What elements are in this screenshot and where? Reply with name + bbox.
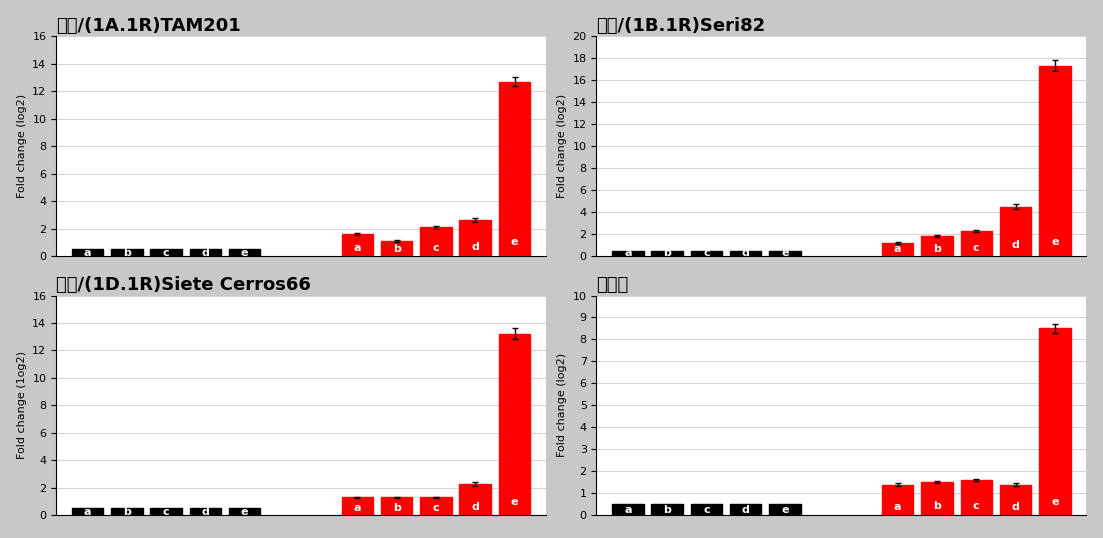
Text: 금강/(1D.1R)Siete Cerros66: 금강/(1D.1R)Siete Cerros66 bbox=[56, 276, 311, 294]
Y-axis label: Fold change (log2): Fold change (log2) bbox=[557, 94, 567, 198]
Text: b: b bbox=[393, 244, 400, 254]
Bar bbox=[460, 221, 491, 256]
Text: e: e bbox=[511, 497, 518, 507]
Bar bbox=[612, 504, 644, 515]
Bar bbox=[612, 251, 644, 256]
Text: e: e bbox=[781, 505, 789, 515]
Text: e: e bbox=[240, 507, 248, 517]
Bar bbox=[882, 243, 913, 256]
Bar bbox=[730, 504, 761, 515]
Bar bbox=[690, 504, 722, 515]
Bar bbox=[72, 249, 104, 256]
Bar bbox=[652, 504, 683, 515]
Text: c: c bbox=[704, 249, 710, 258]
Bar bbox=[150, 249, 182, 256]
Bar bbox=[381, 241, 413, 256]
Text: d: d bbox=[1011, 240, 1019, 250]
Text: 금강/(1B.1R)Seri82: 금강/(1B.1R)Seri82 bbox=[597, 17, 765, 34]
Text: b: b bbox=[933, 501, 941, 512]
Text: 금강밀: 금강밀 bbox=[597, 276, 629, 294]
Text: b: b bbox=[663, 505, 671, 515]
Text: e: e bbox=[781, 249, 789, 258]
Text: e: e bbox=[240, 247, 248, 258]
Text: d: d bbox=[742, 505, 750, 515]
Bar bbox=[921, 236, 953, 256]
Text: c: c bbox=[163, 507, 170, 517]
Text: a: a bbox=[84, 247, 92, 258]
Bar bbox=[342, 234, 373, 256]
Bar bbox=[690, 251, 722, 256]
Y-axis label: Fold change (log2): Fold change (log2) bbox=[557, 353, 567, 457]
Text: e: e bbox=[1051, 497, 1059, 507]
Bar bbox=[921, 483, 953, 515]
Bar bbox=[1039, 329, 1071, 515]
Bar bbox=[460, 484, 491, 515]
Text: a: a bbox=[624, 505, 632, 515]
Bar bbox=[111, 249, 142, 256]
Bar bbox=[229, 249, 260, 256]
Text: d: d bbox=[202, 507, 210, 517]
Text: b: b bbox=[393, 503, 400, 513]
Text: a: a bbox=[624, 249, 632, 258]
Text: d: d bbox=[742, 249, 750, 258]
Text: e: e bbox=[511, 237, 518, 247]
Text: a: a bbox=[893, 501, 901, 512]
Bar bbox=[1000, 485, 1031, 515]
Text: c: c bbox=[973, 243, 979, 253]
Text: d: d bbox=[202, 247, 210, 258]
Bar bbox=[420, 498, 451, 515]
Bar bbox=[381, 498, 413, 515]
Bar bbox=[190, 508, 221, 515]
Text: b: b bbox=[933, 244, 941, 254]
Bar bbox=[499, 334, 531, 515]
Text: a: a bbox=[354, 243, 361, 253]
Bar bbox=[229, 508, 260, 515]
Text: b: b bbox=[122, 507, 131, 517]
Bar bbox=[961, 231, 992, 256]
Bar bbox=[420, 227, 451, 256]
Text: c: c bbox=[432, 503, 439, 513]
Text: c: c bbox=[704, 505, 710, 515]
Text: c: c bbox=[973, 501, 979, 511]
Bar bbox=[499, 82, 531, 256]
Bar bbox=[342, 498, 373, 515]
Bar bbox=[111, 508, 142, 515]
Bar bbox=[652, 251, 683, 256]
Bar bbox=[770, 504, 801, 515]
Y-axis label: Fold change (log2): Fold change (log2) bbox=[17, 94, 26, 198]
Text: d: d bbox=[1011, 501, 1019, 512]
Text: a: a bbox=[893, 244, 901, 254]
Text: d: d bbox=[471, 501, 479, 512]
Bar bbox=[882, 485, 913, 515]
Bar bbox=[1000, 207, 1031, 256]
Text: c: c bbox=[163, 247, 170, 258]
Text: d: d bbox=[471, 242, 479, 252]
Text: e: e bbox=[1051, 237, 1059, 247]
Text: a: a bbox=[84, 507, 92, 517]
Bar bbox=[1039, 66, 1071, 256]
Bar bbox=[770, 251, 801, 256]
Text: 금강/(1A.1R)TAM201: 금강/(1A.1R)TAM201 bbox=[56, 17, 240, 34]
Y-axis label: Fold change (1og2): Fold change (1og2) bbox=[17, 351, 26, 459]
Text: b: b bbox=[663, 249, 671, 258]
Text: b: b bbox=[122, 247, 131, 258]
Bar bbox=[72, 508, 104, 515]
Bar bbox=[730, 251, 761, 256]
Bar bbox=[961, 480, 992, 515]
Text: a: a bbox=[354, 503, 361, 513]
Bar bbox=[150, 508, 182, 515]
Text: c: c bbox=[432, 243, 439, 253]
Bar bbox=[190, 249, 221, 256]
